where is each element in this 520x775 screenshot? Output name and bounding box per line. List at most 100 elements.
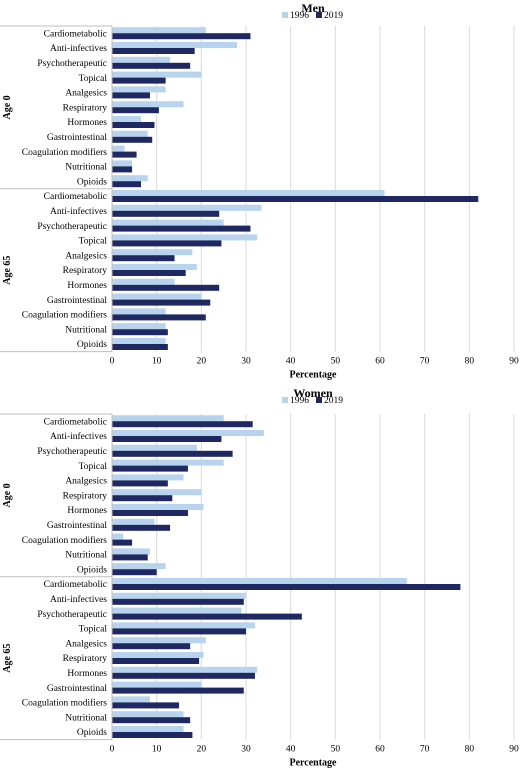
bar-1996 <box>112 116 142 122</box>
bar-2019 <box>112 77 166 84</box>
category-label: Respiratory <box>63 491 108 501</box>
bar-1996 <box>112 249 193 256</box>
x-tick-label: 30 <box>241 357 251 367</box>
bar-1996 <box>112 86 166 93</box>
x-tick-label: 80 <box>465 357 475 367</box>
legend-label: 2019 <box>324 11 343 21</box>
x-tick-label: 10 <box>152 357 162 367</box>
bar-2019 <box>112 136 153 143</box>
bar-1996 <box>112 71 202 78</box>
category-label: Analgesics <box>65 89 107 99</box>
category-label: Nutritional <box>65 325 107 335</box>
category-label: Hormones <box>67 669 107 679</box>
category-label: Psychotherapeutic <box>37 59 107 69</box>
category-label: Anti-infectives <box>50 594 107 605</box>
category-label: Psychotherapeutic <box>37 610 107 620</box>
bar-1996 <box>112 234 258 241</box>
x-tick-label: 30 <box>241 745 251 755</box>
category-label: Cardiometabolic <box>44 29 107 39</box>
bar-2019 <box>112 48 195 54</box>
category-label: Opioids <box>77 565 107 575</box>
bar-2019 <box>112 672 255 679</box>
bar-1996 <box>112 160 133 167</box>
category-label: Anti-infectives <box>50 431 107 442</box>
bar-2019 <box>112 569 157 576</box>
bar-2019 <box>112 329 168 336</box>
legend-swatch <box>282 12 288 18</box>
category-label: Nutritional <box>65 713 107 723</box>
bar-1996 <box>112 204 262 211</box>
legend-label: 1996 <box>290 11 309 21</box>
bar-1996 <box>112 681 202 688</box>
bar-2019 <box>112 717 191 724</box>
bar-1996 <box>112 415 224 422</box>
bar-1996 <box>112 190 385 196</box>
category-label: Psychotherapeutic <box>37 447 107 457</box>
category-label: Coagulation modifiers <box>22 698 108 709</box>
bar-1996 <box>112 56 171 63</box>
bar-2019 <box>112 465 188 472</box>
bar-2019 <box>112 510 188 516</box>
bar-1996 <box>112 592 246 599</box>
group-label: Age 65 <box>2 256 13 285</box>
x-tick-label: 20 <box>197 745 207 755</box>
category-label: Respiratory <box>63 654 108 664</box>
bar-2019 <box>112 554 148 561</box>
bar-2019 <box>112 210 220 217</box>
bar-2019 <box>112 539 133 546</box>
bar-2019 <box>112 598 244 605</box>
x-tick-label: 0 <box>110 357 115 367</box>
bar-2019 <box>112 314 206 321</box>
legend-swatch <box>316 12 322 18</box>
bar-2019 <box>112 181 142 188</box>
bar-2019 <box>112 62 191 69</box>
bar-2019 <box>112 284 220 291</box>
bar-1996 <box>112 711 184 718</box>
bar-2019 <box>112 151 137 158</box>
x-tick-label: 40 <box>286 357 296 367</box>
category-label: Topical <box>79 625 108 635</box>
x-axis-label: Percentage <box>289 370 337 381</box>
bar-2019 <box>112 480 168 487</box>
category-label: Topical <box>79 462 108 472</box>
category-label: Gastrointestinal <box>47 684 108 694</box>
bar-1996 <box>112 622 255 629</box>
bar-1996 <box>112 637 206 644</box>
bar-1996 <box>112 607 242 614</box>
bar-1996 <box>112 533 124 540</box>
category-label: Cardiometabolic <box>44 417 107 427</box>
bar-1996 <box>112 666 258 673</box>
bar-2019 <box>112 225 251 232</box>
x-axis-label: Percentage <box>289 758 337 769</box>
bar-2019 <box>112 687 244 694</box>
bar-2019 <box>112 270 186 276</box>
category-label: Opioids <box>77 177 107 187</box>
x-tick-label: 60 <box>375 357 385 367</box>
bar-2019 <box>112 613 302 620</box>
bar-2019 <box>112 299 211 306</box>
x-tick-label: 90 <box>509 357 519 367</box>
bar-2019 <box>112 122 155 128</box>
x-tick-label: 50 <box>331 745 341 755</box>
category-label: Gastrointestinal <box>47 133 108 143</box>
bar-2019 <box>112 196 479 202</box>
bar-2019 <box>112 584 461 590</box>
x-tick-label: 20 <box>197 357 207 367</box>
category-label: Anti-infectives <box>50 206 107 217</box>
bar-2019 <box>112 33 251 40</box>
category-label: Opioids <box>77 728 107 738</box>
bar-1996 <box>112 563 166 570</box>
x-tick-label: 60 <box>375 745 385 755</box>
bar-1996 <box>112 308 166 315</box>
category-label: Respiratory <box>63 103 108 113</box>
legend-label: 1996 <box>290 396 309 406</box>
bar-1996 <box>112 489 202 496</box>
bar-1996 <box>112 42 238 48</box>
x-tick-label: 80 <box>465 745 475 755</box>
bar-1996 <box>112 293 202 300</box>
category-label: Gastrointestinal <box>47 296 108 306</box>
bar-1996 <box>112 504 204 510</box>
bar-1996 <box>112 474 184 481</box>
